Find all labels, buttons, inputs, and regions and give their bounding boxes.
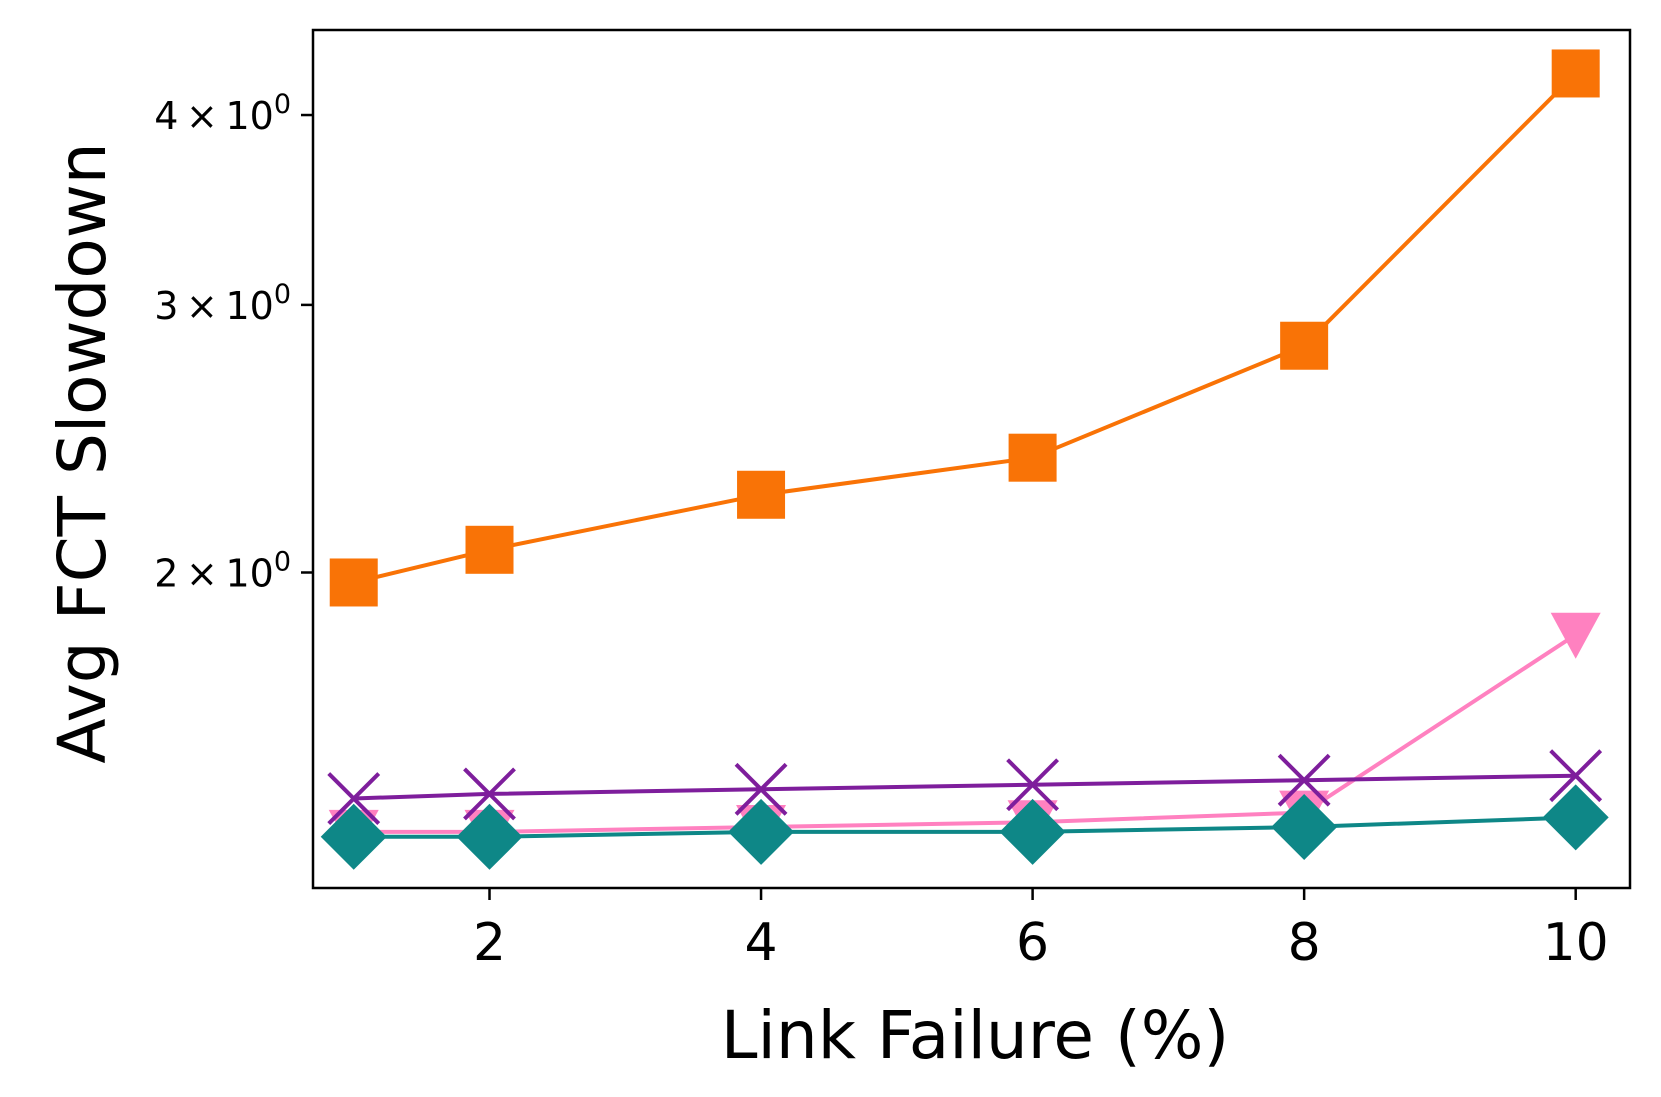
y-axis: 2 × 100 3 × 100 4 × 100	[154, 89, 313, 596]
x-tick-label: 10	[1543, 913, 1609, 973]
x-tick-label: 8	[1288, 913, 1321, 973]
square-marker	[1551, 49, 1600, 98]
x-marker	[1006, 758, 1060, 812]
square-marker	[737, 470, 786, 519]
diamond-marker	[320, 803, 387, 870]
y-axis-label: Avg FCT Slowdown	[44, 142, 121, 763]
x-axis-label: Link Failure (%)	[721, 997, 1229, 1074]
square-marker	[329, 558, 378, 607]
y-tick-label: 2 × 100	[154, 547, 291, 596]
x-tick-label: 4	[745, 913, 778, 973]
series-line-2	[353, 773, 1576, 801]
y-tick-label: 3 × 100	[154, 279, 291, 328]
diamond-marker	[1271, 794, 1338, 861]
x-tick-label: 2	[473, 913, 506, 973]
diamond-marker	[456, 803, 523, 870]
plot-area	[320, 49, 1609, 870]
series-line-1	[353, 633, 1577, 834]
diamond-marker	[728, 798, 795, 865]
series-line-3	[353, 815, 1576, 839]
triangle-down-marker	[1550, 612, 1601, 659]
x-marker	[734, 762, 788, 816]
x-marker	[1549, 749, 1603, 803]
plot-frame	[311, 28, 1632, 890]
x-marker	[463, 767, 516, 821]
x-axis: 2 4 6 8 10	[473, 888, 1609, 973]
x-tick-label: 6	[1016, 913, 1049, 973]
square-marker	[465, 525, 514, 574]
diamond-marker	[999, 798, 1066, 865]
square-marker	[1008, 433, 1057, 482]
x-marker	[327, 772, 381, 825]
diamond-marker	[1542, 784, 1609, 851]
square-marker	[1280, 321, 1329, 370]
x-marker	[1277, 753, 1331, 807]
series-line-0	[353, 72, 1578, 585]
y-tick-label: 4 × 100	[154, 89, 291, 138]
